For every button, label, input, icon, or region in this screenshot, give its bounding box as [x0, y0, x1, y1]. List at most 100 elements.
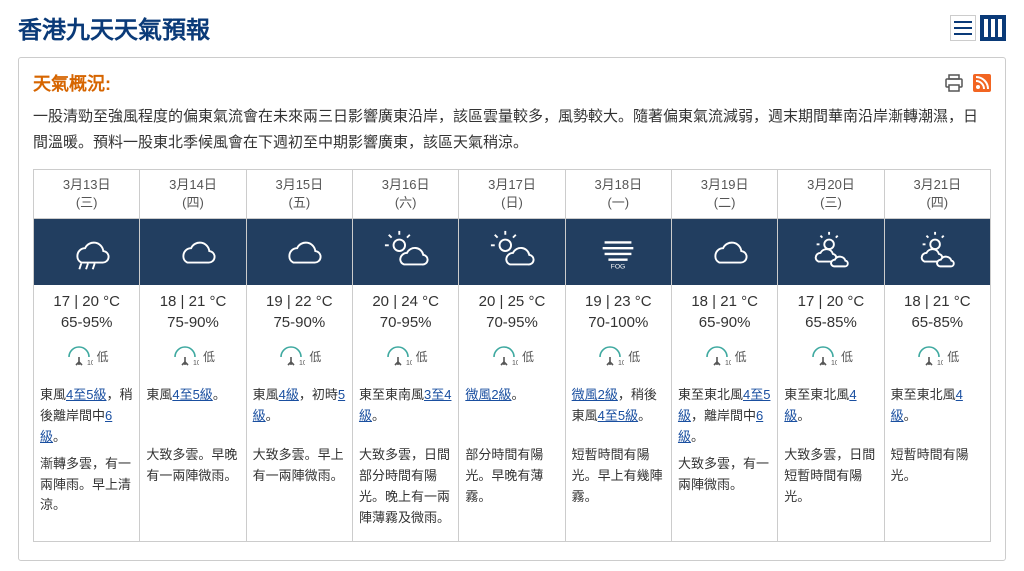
- wind-text: 東風: [253, 387, 279, 402]
- day-column: 3月15日 (五) 19 | 22 °C 75-90% 低 東風4級，初時5級。…: [246, 169, 352, 542]
- day-date: 3月13日: [36, 176, 137, 194]
- wind-description: 東風4級，初時5級。: [247, 377, 352, 439]
- temperature-range: 20 | 25 °C: [459, 285, 564, 312]
- psr-level: 低: [735, 348, 747, 365]
- utility-icons: [945, 74, 991, 92]
- forecast-panel: 天氣概況: 一股清勁至強風程度的偏東氣流會在未來兩三日影響廣東沿岸，該區雲量較多…: [18, 57, 1006, 561]
- wind-text: 。: [797, 408, 810, 423]
- day-date: 3月17日: [461, 176, 562, 194]
- print-button[interactable]: [945, 74, 963, 92]
- psr-icon: [915, 345, 943, 367]
- temperature-range: 19 | 22 °C: [247, 285, 352, 312]
- temperature-range: 18 | 21 °C: [672, 285, 777, 312]
- day-of-week: (六): [355, 194, 456, 212]
- humidity-range: 65-95%: [34, 312, 139, 339]
- day-column: 3月14日 (四) 18 | 21 °C 75-90% 低 東風4至5級。 大致…: [139, 169, 245, 542]
- wind-text: ，離岸間中: [691, 408, 756, 423]
- psr-level: 低: [947, 348, 959, 365]
- psr-icon: [703, 345, 731, 367]
- print-icon: [945, 74, 963, 92]
- weather-icon-cell: [672, 219, 777, 285]
- wind-description: 東至東北風4級。: [778, 377, 883, 439]
- psr-row: 低: [459, 339, 564, 377]
- day-date: 3月16日: [355, 176, 456, 194]
- wind-force-link[interactable]: 4至5級: [66, 387, 106, 402]
- weather-icon-cell: [778, 219, 883, 285]
- day-column: 3月21日 (四) 18 | 21 °C 65-85% 低 東至東北風4級。 短…: [884, 169, 991, 542]
- weather-description: 大致多雲。早晚有一兩陣微雨。: [140, 439, 245, 499]
- weather-icon-cell: [247, 219, 352, 285]
- day-column: 3月19日 (二) 18 | 21 °C 65-90% 低 東至東北風4至5級，…: [671, 169, 777, 542]
- weather-description: 短暫時間有陽光。早上有幾陣霧。: [566, 439, 671, 519]
- day-of-week: (三): [780, 194, 881, 212]
- psr-level: 低: [841, 348, 853, 365]
- wind-force-link[interactable]: 4至5級: [598, 408, 638, 423]
- wind-text: 東至東北風: [784, 387, 849, 402]
- wind-force-link[interactable]: 4級: [279, 387, 299, 402]
- temperature-range: 18 | 21 °C: [140, 285, 245, 312]
- day-date: 3月19日: [674, 176, 775, 194]
- psr-row: 低: [353, 339, 458, 377]
- wind-force-link[interactable]: 微風2級: [572, 387, 618, 402]
- rss-icon: [973, 74, 991, 92]
- wind-text: 東風: [146, 387, 172, 402]
- day-date: 3月21日: [887, 176, 988, 194]
- psr-icon: [596, 345, 624, 367]
- humidity-range: 65-85%: [778, 312, 883, 339]
- header-row: 香港九天天氣預報: [18, 10, 1006, 45]
- psr-level: 低: [97, 348, 109, 365]
- day-header: 3月14日 (四): [140, 170, 245, 219]
- day-of-week: (四): [142, 194, 243, 212]
- weather-description: 大致多雲，日間短暫時間有陽光。: [778, 439, 883, 519]
- psr-icon: [65, 345, 93, 367]
- day-header: 3月16日 (六): [353, 170, 458, 219]
- wind-force-link[interactable]: 微風2級: [465, 387, 511, 402]
- day-date: 3月14日: [142, 176, 243, 194]
- weather-description: 短暫時間有陽光。: [885, 439, 990, 499]
- temperature-range: 18 | 21 °C: [885, 285, 990, 312]
- page-title: 香港九天天氣預報: [18, 10, 210, 45]
- psr-icon: [809, 345, 837, 367]
- wind-text: 。: [213, 387, 226, 402]
- wind-force-link[interactable]: 4至5級: [172, 387, 212, 402]
- weather-icon: [170, 229, 216, 275]
- wind-text: 東至東南風: [359, 387, 424, 402]
- psr-level: 低: [203, 348, 215, 365]
- summary-text: 一股清勁至強風程度的偏東氣流會在未來兩三日影響廣東沿岸，該區雲量較多，風勢較大。…: [33, 104, 991, 155]
- weather-icon: [383, 229, 429, 275]
- weather-description: 大致多雲。早上有一兩陣微雨。: [247, 439, 352, 499]
- day-of-week: (二): [674, 194, 775, 212]
- humidity-range: 65-90%: [672, 312, 777, 339]
- wind-text: 東風: [40, 387, 66, 402]
- humidity-range: 70-95%: [353, 312, 458, 339]
- day-header: 3月21日 (四): [885, 170, 990, 219]
- weather-icon-cell: [459, 219, 564, 285]
- rss-button[interactable]: [973, 74, 991, 92]
- wind-description: 東至東北風4級。: [885, 377, 990, 439]
- weather-icon-cell: [34, 219, 139, 285]
- wind-text: 。: [638, 408, 651, 423]
- weather-description: 大致多雲，日間部分時間有陽光。晚上有一兩陣薄霧及微雨。: [353, 439, 458, 540]
- psr-level: 低: [628, 348, 640, 365]
- temperature-range: 17 | 20 °C: [34, 285, 139, 312]
- weather-icon-cell: [353, 219, 458, 285]
- psr-icon: [171, 345, 199, 367]
- wind-text: 。: [691, 429, 704, 444]
- grid-icon: [984, 19, 1002, 37]
- weather-icon: [489, 229, 535, 275]
- weather-description: 漸轉多雲，有一兩陣雨。早上清涼。: [34, 448, 139, 528]
- list-view-toggle[interactable]: [950, 15, 976, 41]
- wind-description: 東風4至5級。: [140, 377, 245, 439]
- day-of-week: (日): [461, 194, 562, 212]
- grid-view-toggle[interactable]: [980, 15, 1006, 41]
- wind-text: 。: [372, 408, 385, 423]
- temperature-range: 20 | 24 °C: [353, 285, 458, 312]
- psr-row: 低: [885, 339, 990, 377]
- wind-description: 東至東北風4至5級，離岸間中6級。: [672, 377, 777, 447]
- day-date: 3月15日: [249, 176, 350, 194]
- psr-icon: [490, 345, 518, 367]
- day-header: 3月19日 (二): [672, 170, 777, 219]
- wind-text: 。: [904, 408, 917, 423]
- day-of-week: (五): [249, 194, 350, 212]
- psr-level: 低: [522, 348, 534, 365]
